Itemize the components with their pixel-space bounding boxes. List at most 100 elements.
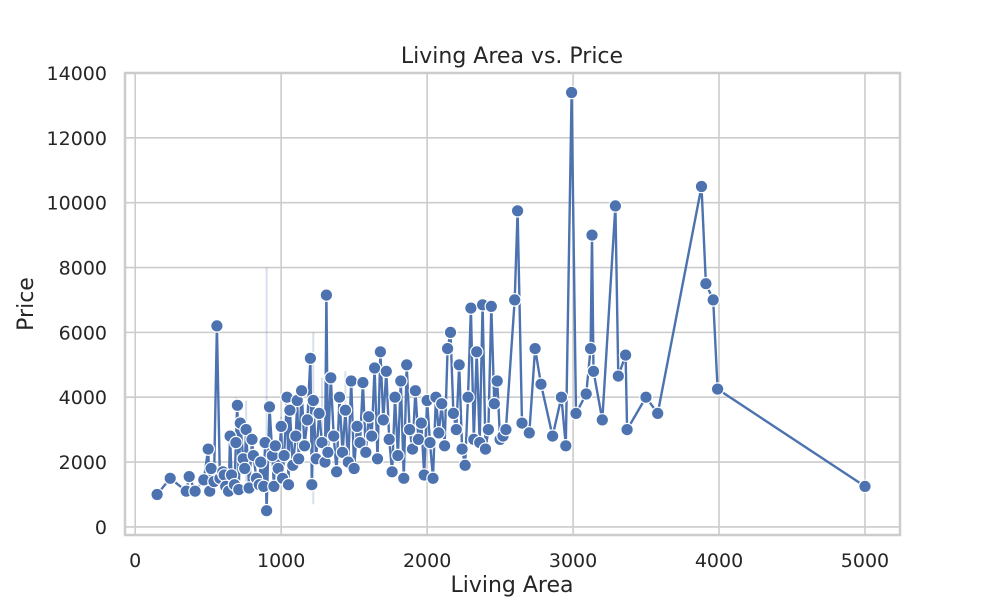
data-point (595, 413, 610, 427)
x-axis-ticks: 0 1000 2000 3000 4000 5000 (129, 550, 889, 572)
data-point (618, 348, 633, 362)
data-point (478, 442, 493, 456)
data-point (405, 442, 420, 456)
data-point (464, 301, 478, 315)
data-point (396, 471, 411, 486)
data-point (586, 364, 601, 379)
data-point (455, 442, 469, 456)
data-point (408, 383, 423, 398)
data-point (499, 422, 513, 437)
data-point (370, 451, 385, 466)
data-point (608, 199, 623, 213)
data-point (484, 299, 499, 314)
data-point (507, 293, 522, 307)
data-point (361, 409, 376, 424)
data-point (564, 85, 579, 100)
data-point (274, 419, 288, 434)
data-point (440, 341, 455, 356)
data-point (583, 341, 598, 356)
data-point (490, 374, 504, 388)
data-point (300, 413, 315, 427)
data-point (306, 393, 321, 408)
data-point (579, 387, 593, 401)
data-point (458, 458, 472, 473)
data-point (350, 419, 364, 434)
data-point (382, 432, 396, 447)
data-point (373, 344, 388, 359)
data-point (385, 464, 399, 479)
data-point (528, 341, 542, 356)
x-tick-label: 0 (129, 550, 141, 572)
x-tick-label: 3000 (549, 550, 597, 572)
data-point (706, 293, 720, 307)
data-point (344, 374, 358, 388)
data-point (312, 406, 326, 421)
data-point (315, 435, 329, 450)
data-point (323, 370, 338, 385)
data-point (431, 426, 446, 440)
y-tick-label: 10000 (47, 193, 107, 215)
data-point (399, 357, 414, 372)
data-point (481, 422, 496, 437)
data-point (426, 471, 440, 486)
x-tick-label: 2000 (403, 550, 451, 572)
data-point (358, 445, 373, 460)
data-points (150, 85, 872, 518)
data-point (253, 455, 268, 469)
data-point (326, 429, 341, 443)
data-point (245, 432, 259, 447)
data-point (585, 228, 599, 242)
data-point (452, 357, 466, 372)
y-axis-ticks: 0 2000 4000 6000 8000 10000 12000 14000 (47, 63, 107, 539)
data-point (367, 361, 382, 375)
data-point (182, 469, 196, 484)
x-tick-label: 1000 (257, 550, 305, 572)
data-point (229, 435, 243, 450)
data-point (522, 426, 537, 440)
data-point (376, 413, 391, 427)
data-point (347, 461, 361, 476)
y-tick-label: 8000 (59, 258, 107, 280)
data-point (515, 416, 529, 430)
y-tick-label: 2000 (59, 452, 107, 474)
data-point (858, 479, 872, 494)
data-point (230, 398, 245, 413)
data-point (611, 369, 626, 383)
data-point (423, 435, 437, 450)
data-point (332, 390, 347, 404)
data-point (558, 438, 573, 453)
data-point (554, 390, 569, 404)
data-point (319, 288, 334, 302)
x-tick-label: 4000 (695, 550, 743, 572)
data-point (259, 503, 274, 518)
plot-frame (123, 71, 902, 537)
data-point (487, 396, 502, 411)
data-point (388, 390, 402, 404)
data-point (294, 383, 309, 398)
data-point (321, 445, 335, 460)
data-point (268, 438, 283, 453)
y-tick-label: 6000 (59, 322, 107, 344)
y-tick-label: 0 (95, 517, 107, 539)
data-point (210, 319, 224, 333)
data-point (239, 422, 253, 437)
data-point (267, 479, 281, 494)
data-point (297, 438, 312, 453)
data-point (163, 471, 177, 486)
data-point (364, 429, 379, 443)
data-point (304, 477, 319, 492)
data-point (335, 445, 350, 460)
data-point (694, 179, 709, 194)
data-point (201, 442, 215, 456)
data-point (569, 406, 583, 421)
data-point (510, 204, 525, 218)
data-point (188, 484, 202, 498)
data-point (443, 325, 458, 340)
data-point (437, 438, 452, 453)
data-point (150, 487, 164, 502)
data-point (620, 422, 634, 437)
data-point (545, 429, 560, 443)
data-point (262, 400, 277, 414)
data-point (356, 375, 370, 390)
data-point (393, 374, 408, 388)
